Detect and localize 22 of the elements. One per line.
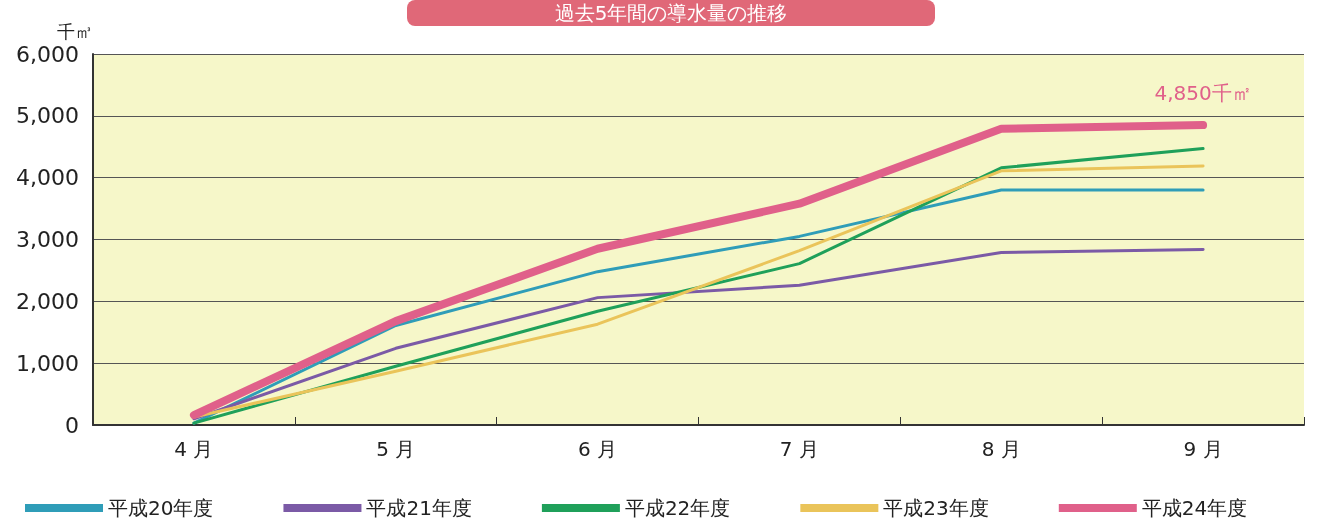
legend-label: 平成20年度 <box>108 496 214 520</box>
line-series <box>192 247 1205 421</box>
legend-label: 平成22年度 <box>624 496 731 520</box>
legend-label: 平成23年度 <box>883 496 989 520</box>
y-tick-label: 0 <box>65 412 79 438</box>
y-axis-title: 千㎥ <box>57 20 93 42</box>
x-tick-label: 6 月 <box>578 437 618 461</box>
y-tick-label: 1,000 <box>16 350 79 376</box>
x-tick-label: 9 月 <box>1183 437 1223 461</box>
legend-label: 平成24年度 <box>1141 496 1248 520</box>
x-tick-label: 7 月 <box>779 437 819 461</box>
x-tick-label: 5 月 <box>376 437 416 461</box>
y-tick-label: 5,000 <box>16 103 79 129</box>
x-tick-label: 4 月 <box>174 437 214 461</box>
y-tick-label: 4,000 <box>16 165 79 191</box>
legend-label: 平成21年度 <box>366 496 472 520</box>
y-tick-label: 3,000 <box>16 227 79 252</box>
y-tick-label: 6,000 <box>16 41 79 67</box>
chart-title: 過去5年間の導水量の推移 <box>554 1 788 25</box>
annotation: 4,850千㎡ <box>1154 81 1252 106</box>
x-tick-label: 8 月 <box>981 437 1021 461</box>
y-tick-label: 2,000 <box>16 288 79 314</box>
